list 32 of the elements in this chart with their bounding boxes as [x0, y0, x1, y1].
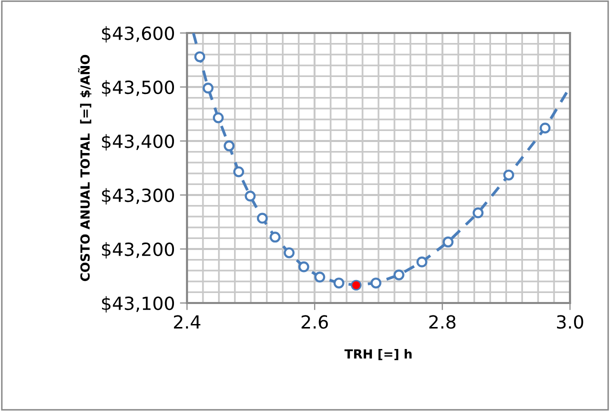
point — [472, 207, 484, 218]
y-tick-label: $43,300 — [102, 188, 174, 205]
x-axis-title: TRH [=] h — [344, 348, 412, 360]
point — [370, 278, 382, 288]
y-axis-title: COSTO ANUAL TOTAL [=] $/AÑO — [78, 54, 92, 282]
y-tick-label: $43,500 — [102, 80, 174, 97]
point — [202, 82, 214, 94]
point — [212, 112, 224, 124]
y-tick-label: $43,100 — [102, 296, 174, 313]
point — [194, 51, 206, 62]
point — [233, 166, 244, 178]
point — [256, 212, 268, 224]
point — [244, 190, 256, 202]
point — [270, 232, 281, 243]
point — [540, 122, 551, 134]
y-tick-label: $43,400 — [102, 134, 174, 151]
x-tick-label: 2.8 — [429, 315, 456, 329]
point — [503, 170, 514, 180]
point — [284, 247, 295, 258]
point — [224, 140, 235, 152]
point — [416, 256, 428, 268]
y-tick-label: $43,600 — [102, 26, 174, 43]
point — [350, 280, 362, 291]
point — [298, 261, 310, 272]
x-tick-label: 2.4 — [174, 315, 200, 329]
y-tick-label: $43,200 — [102, 242, 174, 259]
x-tick-label: 2.6 — [302, 315, 328, 329]
point — [393, 269, 404, 280]
point — [333, 278, 344, 288]
point — [442, 236, 454, 248]
x-tick-label: 3.0 — [557, 315, 584, 329]
point — [314, 272, 326, 283]
